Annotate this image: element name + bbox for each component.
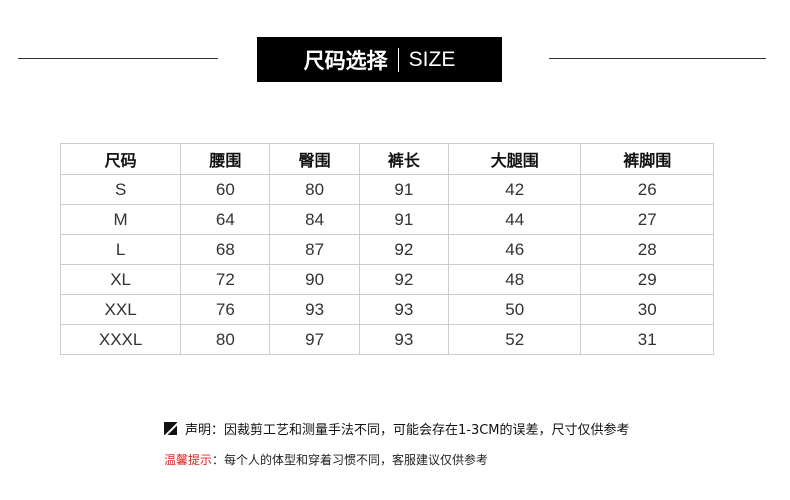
table-cell: L	[59, 234, 182, 265]
table-cell: 92	[358, 234, 449, 265]
column-header: 臀围	[269, 143, 360, 175]
table-cell: 30	[580, 294, 714, 325]
size-table: 尺码 腰围 臀围 裤长 大腿围 裤脚围 S 60 80 91 42 26 M 64 84 91 44 27 L 68…	[59, 143, 714, 355]
table-cell: XXXL	[59, 324, 182, 355]
table-cell: 93	[269, 294, 360, 325]
table-cell: 76	[180, 294, 271, 325]
column-header: 裤脚围	[580, 143, 714, 175]
table-cell: 44	[447, 204, 582, 235]
title-separator	[397, 47, 399, 72]
tip-label: 温馨提示	[164, 453, 213, 467]
right-divider	[549, 58, 766, 59]
column-header: 大腿围	[447, 143, 582, 175]
table-cell: 92	[358, 264, 449, 295]
table-cell: 27	[580, 204, 714, 235]
table-row: XXL 76 93 93 50 30	[59, 294, 714, 325]
tip: 温馨提示：每个人的体型和穿着习惯不同，客服建议仅供参考	[164, 451, 488, 468]
table-cell: 97	[269, 324, 360, 355]
table-cell: 68	[180, 234, 271, 265]
title-zh: 尺码选择	[303, 48, 388, 73]
table-row: L 68 87 92 46 28	[59, 234, 714, 265]
table-cell: XL	[59, 264, 182, 295]
table-cell: 52	[447, 324, 582, 355]
table-header: 尺码 腰围 臀围 裤长 大腿围 裤脚围	[59, 143, 714, 175]
table-cell: 90	[269, 264, 360, 295]
table-cell: 80	[269, 174, 360, 205]
table-cell: 91	[358, 174, 449, 205]
table-cell: S	[59, 174, 182, 205]
table-cell: 28	[580, 234, 714, 265]
section-title: 尺码选择 SIZE	[257, 37, 502, 82]
tip-text: ：每个人的体型和穿着习惯不同，客服建议仅供参考	[212, 453, 489, 467]
column-header: 尺码	[59, 143, 182, 175]
table-cell: 72	[180, 264, 271, 295]
table-row: S 60 80 91 42 26	[59, 174, 714, 205]
table-cell: 31	[580, 324, 714, 355]
table-cell: M	[59, 204, 182, 235]
table-row: XL 72 90 92 48 29	[59, 264, 714, 295]
table-cell: XXL	[59, 294, 182, 325]
table-cell: 80	[180, 324, 271, 355]
edit-square-icon	[164, 422, 177, 435]
table-cell: 93	[358, 324, 449, 355]
column-header: 裤长	[358, 143, 449, 175]
left-divider	[18, 58, 218, 59]
table-row: XXXL 80 97 93 52 31	[59, 324, 714, 355]
table-cell: 46	[447, 234, 582, 265]
disclaimer: 声明：因裁剪工艺和测量手法不同，可能会存在1-3CM的误差，尺寸仅供参考	[164, 419, 630, 438]
table-cell: 87	[269, 234, 360, 265]
table-cell: 64	[180, 204, 271, 235]
table-cell: 29	[580, 264, 714, 295]
table-cell: 60	[180, 174, 271, 205]
table-row: M 64 84 91 44 27	[59, 204, 714, 235]
title-en: SIZE	[408, 47, 456, 71]
table-cell: 93	[358, 294, 449, 325]
table-cell: 26	[580, 174, 714, 205]
table-cell: 48	[447, 264, 582, 295]
table-cell: 50	[447, 294, 582, 325]
table-cell: 42	[447, 174, 582, 205]
table-cell: 91	[358, 204, 449, 235]
disclaimer-text: 声明：因裁剪工艺和测量手法不同，可能会存在1-3CM的误差，尺寸仅供参考	[185, 423, 630, 438]
column-header: 腰围	[180, 143, 271, 175]
table-cell: 84	[269, 204, 360, 235]
